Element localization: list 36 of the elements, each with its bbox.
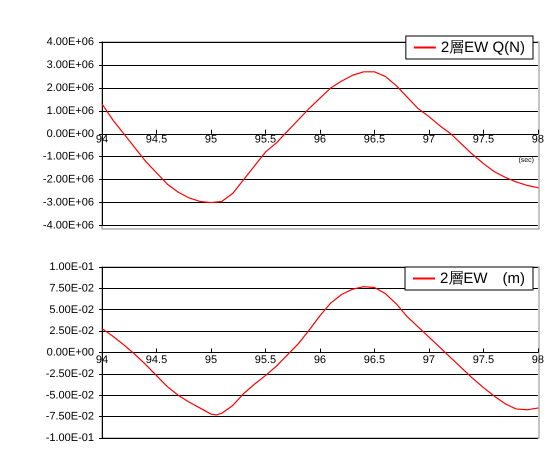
y-tick-label: 4.00E+06 (46, 36, 94, 48)
y-tick-label: 2.00E+06 (46, 82, 94, 94)
y-tick-label: -3.00E+06 (42, 196, 94, 209)
y-tick-label: -5.00E-02 (46, 389, 94, 402)
y-tick-label: 2.50E-02 (49, 325, 94, 338)
x-tick-label: 97.5 (472, 134, 494, 146)
y-tick-label: 5.00E-02 (49, 304, 94, 316)
x-tick-label: 97 (422, 134, 436, 146)
x-tick-label: 97 (422, 354, 436, 366)
y-tick-label: -1.00E+06 (42, 150, 94, 163)
y-tick-label: 0.00E+00 (46, 128, 94, 140)
x-tick-label: 97.5 (472, 354, 494, 366)
y-tick-label: -2.50E-02 (46, 368, 94, 380)
y-tick-label: 7.50E-02 (49, 282, 94, 294)
y-tick-label: -7.50E-02 (46, 410, 94, 423)
x-tick-label: 96.5 (364, 134, 386, 146)
y-tick-label: 1.00E-01 (49, 261, 94, 273)
x-tick-label: 96 (314, 354, 326, 366)
y-tick-label: -2.00E+06 (42, 174, 94, 186)
x-tick-label: 96 (314, 134, 326, 146)
x-tick-label: 94.5 (146, 354, 168, 366)
y-tick-label: 1.00E+06 (46, 104, 94, 117)
x-tick-label: 95.5 (254, 354, 276, 366)
y-tick-label: -4.00E+06 (42, 220, 94, 232)
legend-label: 2層EW Q(N) (440, 39, 526, 56)
y-tick-label: -1.00E-01 (46, 432, 94, 444)
legend-label: 2層EW (m) (440, 270, 526, 287)
x-tick-label: 98 (532, 134, 544, 146)
x-tick-label: 96.5 (364, 354, 386, 366)
x-tick-label: 95 (204, 354, 218, 366)
x-tick-label: 98 (532, 354, 544, 366)
y-tick-label: 0.00E+00 (46, 346, 94, 358)
y-tick-label: 3.00E+06 (46, 58, 94, 71)
x-tick-label: 95 (204, 134, 218, 146)
x-tick-label: 95.5 (254, 134, 276, 146)
x-tick-label: 94.5 (146, 134, 168, 146)
